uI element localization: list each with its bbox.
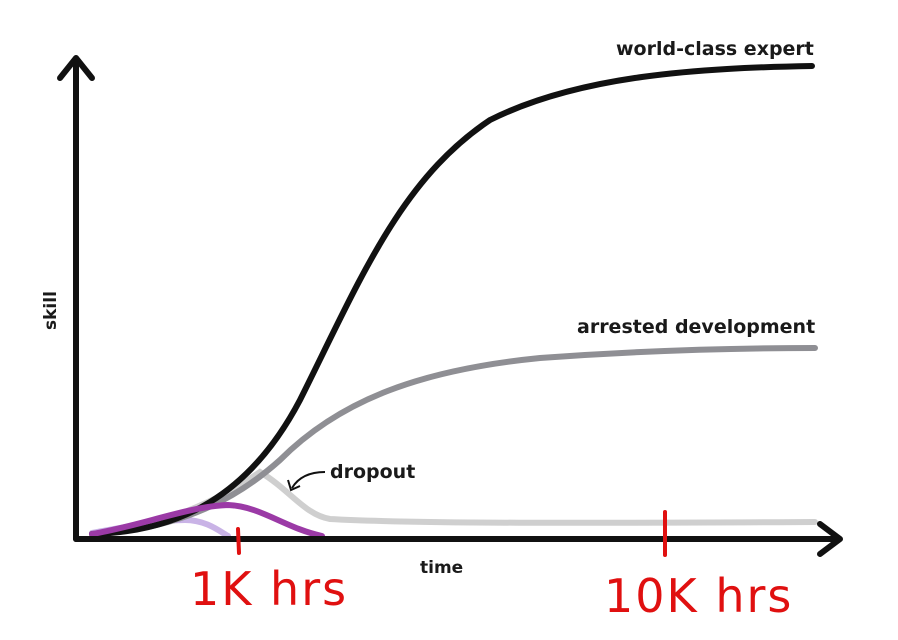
early-purple-curve (89, 501, 325, 539)
one-k-label: 1K hrs (190, 562, 348, 616)
dropout-pointer-arrow (291, 471, 326, 489)
dropout-pointer-arrowhead (287, 479, 301, 492)
arrested-label: arrested development (577, 316, 815, 338)
world-class-expert-curve (89, 63, 815, 537)
x-axis-label: time (420, 558, 463, 578)
expert-label: world-class expert (616, 38, 814, 60)
ten-k-label: 10K hrs (604, 569, 793, 623)
dropout-label: dropout (330, 461, 415, 483)
one-k-tick (236, 527, 241, 555)
y-axis-arrowhead (57, 55, 95, 81)
y-axis-label: skill (41, 291, 61, 330)
x-axis-arrowhead (817, 521, 843, 557)
